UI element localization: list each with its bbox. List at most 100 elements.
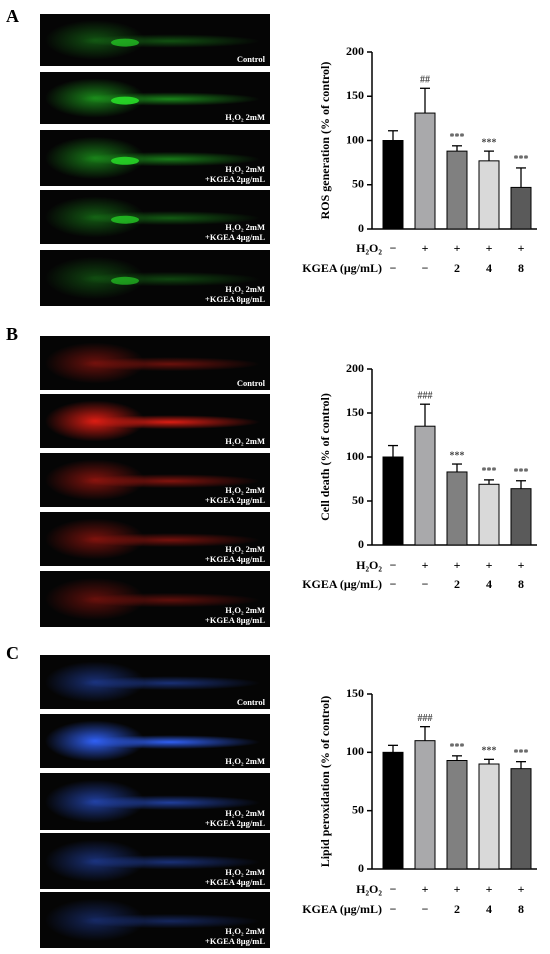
fish-spot — [111, 38, 139, 47]
x-row-label: + — [518, 558, 525, 572]
image-caption: +KGEA 4μg/mL — [205, 232, 265, 242]
bar — [510, 186, 532, 230]
image-caption: H₂O₂ 2mM — [225, 808, 265, 818]
bar — [446, 150, 468, 230]
significance-label: *** — [482, 746, 497, 757]
bar — [446, 760, 468, 870]
image-caption: H₂O₂ 2mM — [225, 222, 265, 232]
row-label: H₂O₂ — [356, 882, 382, 896]
fish-spot — [111, 276, 139, 285]
significance-label: ### — [418, 390, 433, 401]
fish-tail — [80, 854, 260, 870]
image-caption: H₂O₂ 2mM — [225, 926, 265, 936]
significance-label: ### — [418, 713, 433, 724]
significance-label: *** — [514, 154, 529, 165]
image-caption: Control — [237, 54, 266, 64]
significance-label: *** — [482, 466, 497, 477]
image-caption: +KGEA 2μg/mL — [205, 495, 265, 505]
fish-tail — [80, 474, 260, 489]
x-row-label: + — [486, 241, 493, 255]
bar — [414, 425, 436, 546]
panel-label: A — [6, 6, 19, 26]
bar — [510, 488, 532, 546]
y-axis-label: Lipid peroxidation (% of control) — [318, 696, 332, 868]
x-row-label: − — [390, 558, 397, 572]
x-row-label: + — [422, 241, 429, 255]
bar — [382, 140, 404, 230]
significance-label: *** — [482, 137, 497, 148]
image-caption: H₂O₂ 2mM — [225, 544, 265, 554]
y-tick-label: 100 — [346, 132, 364, 146]
fish-spot — [111, 156, 139, 165]
x-row-label: + — [454, 882, 461, 896]
x-row-label: − — [390, 241, 397, 255]
fish-tail — [80, 533, 260, 548]
y-tick-label: 100 — [346, 744, 364, 758]
image-caption: H₂O₂ 2mM — [225, 756, 265, 766]
image-caption: +KGEA 2μg/mL — [205, 818, 265, 828]
image-caption: H₂O₂ 2mM — [225, 284, 265, 294]
y-tick-label: 50 — [352, 177, 364, 191]
x-row-label: + — [486, 558, 493, 572]
y-tick-label: 0 — [358, 221, 364, 235]
fish-tail — [80, 415, 260, 430]
y-tick-label: 100 — [346, 449, 364, 463]
image-caption: +KGEA 8μg/mL — [205, 294, 265, 304]
y-tick-label: 200 — [346, 44, 364, 58]
x-row-label: − — [390, 882, 397, 896]
x-row-label: + — [486, 882, 493, 896]
y-tick-label: 150 — [346, 405, 364, 419]
image-caption: H₂O₂ 2mM — [225, 485, 265, 495]
fish-tail — [80, 795, 260, 811]
fish-tail — [80, 676, 260, 691]
y-tick-label: 0 — [358, 861, 364, 875]
x-row-label: 2 — [454, 902, 460, 916]
significance-label: *** — [450, 450, 465, 461]
significance-label: *** — [514, 748, 529, 759]
panel-label: B — [6, 324, 18, 344]
x-row-label: 4 — [486, 577, 492, 591]
image-caption: +KGEA 8μg/mL — [205, 936, 265, 946]
x-row-label: + — [518, 882, 525, 896]
image-caption: H₂O₂ 2mM — [225, 605, 265, 615]
x-row-label: 2 — [454, 261, 460, 275]
x-row-label: − — [422, 902, 429, 916]
image-caption: Control — [237, 697, 266, 707]
y-axis-label: Cell death (% of control) — [318, 393, 332, 521]
image-caption: H₂O₂ 2mM — [225, 164, 265, 174]
image-caption: H₂O₂ 2mM — [225, 436, 265, 446]
significance-label: *** — [450, 742, 465, 753]
fish-tail — [80, 92, 260, 106]
row-label: KGEA (μg/mL) — [302, 902, 382, 916]
y-tick-label: 50 — [352, 493, 364, 507]
y-tick-label: 0 — [358, 537, 364, 551]
x-row-label: 4 — [486, 902, 492, 916]
image-caption: +KGEA 4μg/mL — [205, 877, 265, 887]
bar — [510, 768, 532, 870]
fish-tail — [80, 913, 260, 929]
significance-label: *** — [450, 132, 465, 143]
fish-tail — [80, 735, 260, 750]
x-row-label: 8 — [518, 261, 524, 275]
x-row-label: + — [422, 558, 429, 572]
image-caption: +KGEA 2μg/mL — [205, 174, 265, 184]
fish-tail — [80, 357, 260, 372]
bar — [382, 751, 404, 870]
y-tick-label: 150 — [346, 686, 364, 700]
image-caption: H₂O₂ 2mM — [225, 112, 265, 122]
bar — [414, 740, 436, 870]
x-row-label: − — [422, 577, 429, 591]
image-caption: H₂O₂ 2mM — [225, 867, 265, 877]
bar — [382, 456, 404, 546]
bar — [478, 483, 500, 546]
row-label: H₂O₂ — [356, 241, 382, 255]
row-label: H₂O₂ — [356, 558, 382, 572]
x-row-label: + — [422, 882, 429, 896]
x-row-label: + — [454, 558, 461, 572]
fish-spot — [111, 215, 139, 224]
image-caption: +KGEA 8μg/mL — [205, 615, 265, 625]
bar — [478, 763, 500, 870]
significance-label: ## — [420, 75, 430, 86]
x-row-label: 8 — [518, 577, 524, 591]
